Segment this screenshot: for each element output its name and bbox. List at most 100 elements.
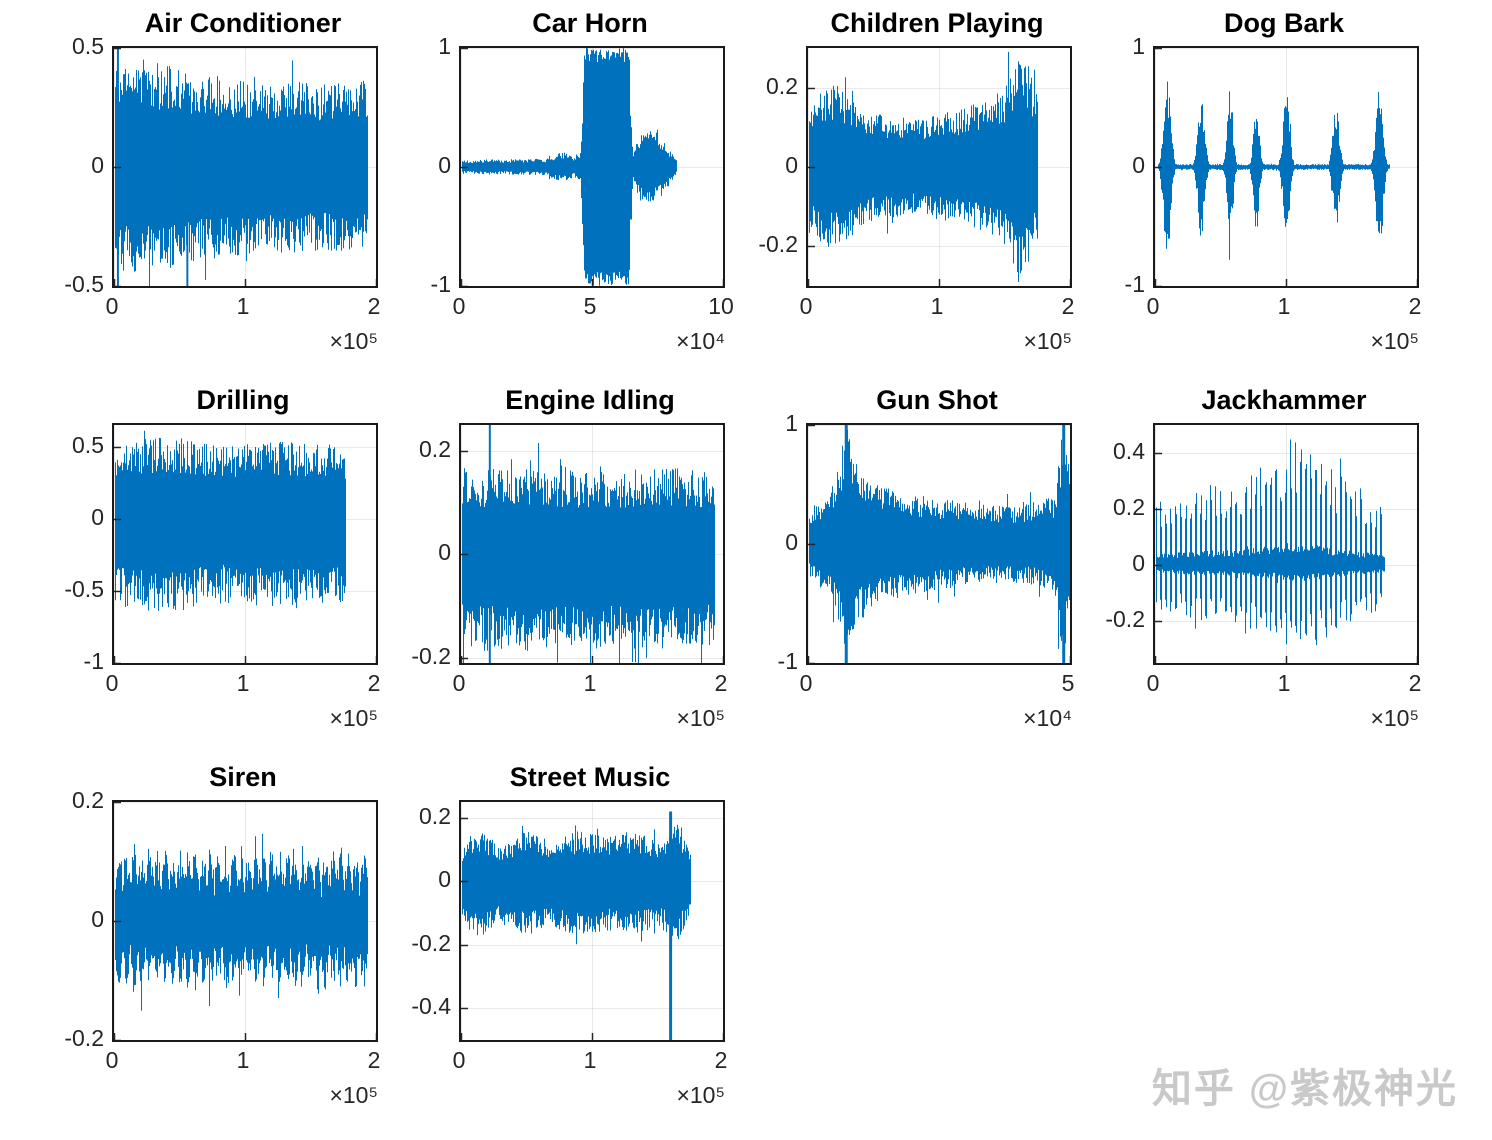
waveform-canvas <box>114 48 376 286</box>
x-tick-label: 0 <box>105 293 119 319</box>
axes-box <box>112 800 378 1042</box>
x-tick-label: 1 <box>236 1047 250 1073</box>
subplot-drilling: Drilling 0.5 0 -0.5 -1 0 1 2 ×10⁵ <box>30 381 380 758</box>
x-tick-label: 1 <box>583 1047 597 1073</box>
waveform-canvas <box>461 48 723 286</box>
y-tick-label: 0 <box>438 539 451 566</box>
axes-box <box>459 423 725 665</box>
y-tick-label: -1 <box>777 648 798 674</box>
y-tick-label: 0.2 <box>1113 494 1145 520</box>
waveform-canvas <box>114 425 376 663</box>
x-tick-label: 2 <box>367 293 381 319</box>
y-tick-label: 1 <box>785 410 798 436</box>
subplot-street-music: Street Music 0.2 0 -0.2 -0.4 0 1 2 ×10⁵ <box>377 758 727 1135</box>
x-tick-label: 1 <box>1277 293 1291 319</box>
subplot-title: Gun Shot <box>876 385 998 415</box>
x-axis-exponent: ×10⁵ <box>676 1082 725 1108</box>
x-tick-label: 2 <box>367 1047 381 1073</box>
axes-box <box>112 423 378 665</box>
x-tick-label: 2 <box>1408 293 1422 319</box>
subplot-dog-bark: Dog Bark 1 0 -1 0 1 2 ×10⁵ <box>1071 4 1422 381</box>
subplot-title: Siren <box>209 762 277 792</box>
axes-box <box>1153 423 1419 665</box>
x-tick-label: 5 <box>583 293 597 319</box>
waveform-canvas <box>1155 425 1417 663</box>
axes-box <box>806 423 1072 665</box>
axes-box <box>1153 46 1419 288</box>
y-tick-label: -0.2 <box>64 1025 104 1051</box>
axes-box <box>459 800 725 1042</box>
y-tick-label: -1 <box>430 271 451 297</box>
y-tick-label: 0 <box>438 152 451 178</box>
subplot-car-horn: Car Horn 1 0 -1 0 5 10 ×10⁴ <box>377 4 734 381</box>
subplot-jackhammer: Jackhammer 0.4 0.2 0 -0.2 0 1 2 ×10⁵ <box>1071 381 1421 758</box>
subplot-title: Dog Bark <box>1223 8 1345 38</box>
waveform-figure-grid: Air Conditioner 0.5 0 -0.5 0 1 2 ×10⁵ Car Horn 1 0… <box>30 4 1492 1140</box>
x-tick-label: 0 <box>105 670 119 696</box>
x-tick-label: 0 <box>1146 670 1160 696</box>
subplot-children-playing: Children Playing 0.2 0 -0.2 0 1 2 ×10⁵ <box>724 4 1074 381</box>
x-tick-label: 10 <box>708 293 734 319</box>
y-tick-label: 0 <box>91 152 104 178</box>
x-tick-label: 0 <box>452 293 466 319</box>
y-tick-label: -0.2 <box>758 231 798 258</box>
subplot-title: Air Conditioner <box>144 8 342 38</box>
x-axis-exponent: ×10⁵ <box>1023 328 1072 354</box>
x-tick-label: 1 <box>236 293 250 319</box>
subplot-title: Street Music <box>509 762 671 792</box>
x-axis-exponent: ×10⁵ <box>1370 328 1419 354</box>
y-tick-label: 0 <box>91 503 104 530</box>
x-tick-label: 2 <box>367 670 381 696</box>
subplot-title: Car Horn <box>532 8 648 38</box>
x-axis-exponent: ×10⁴ <box>1023 705 1072 731</box>
y-tick-label: 0 <box>785 529 798 555</box>
y-tick-label: 0.4 <box>1113 438 1145 464</box>
y-tick-label: 0 <box>438 866 451 893</box>
y-tick-label: -0.4 <box>411 993 451 1020</box>
x-axis-exponent: ×10⁵ <box>329 328 378 354</box>
subplot-title: Jackhammer <box>1201 385 1367 415</box>
x-tick-label: 5 <box>1061 670 1075 696</box>
x-tick-label: 2 <box>1408 670 1422 696</box>
y-tick-label: 0.2 <box>72 787 104 813</box>
x-tick-label: 0 <box>799 670 813 696</box>
y-tick-label: -0.2 <box>411 929 451 956</box>
y-tick-label: 0.2 <box>419 802 451 829</box>
x-tick-label: 2 <box>1061 293 1075 319</box>
x-tick-label: 2 <box>714 670 728 696</box>
waveform-canvas <box>461 425 723 663</box>
x-axis-exponent: ×10⁵ <box>329 705 378 731</box>
y-tick-label: 0 <box>785 152 798 178</box>
x-tick-label: 1 <box>930 293 944 319</box>
subplot-air-conditioner: Air Conditioner 0.5 0 -0.5 0 1 2 ×10⁵ <box>30 4 380 381</box>
subplot-siren: Siren 0.2 0 -0.2 0 1 2 ×10⁵ <box>30 758 380 1135</box>
y-tick-label: 0 <box>1132 152 1145 178</box>
y-tick-label: 0 <box>1132 550 1145 576</box>
watermark: 知乎 @紫极神光 <box>1151 1067 1458 1111</box>
y-tick-label: 0 <box>91 906 104 932</box>
waveform-canvas <box>808 48 1070 286</box>
waveform-canvas <box>461 802 723 1040</box>
y-tick-label: 0.5 <box>72 431 104 458</box>
axes-box <box>459 46 725 288</box>
y-tick-label: -0.5 <box>64 271 104 297</box>
subplot-title: Children Playing <box>830 8 1044 38</box>
x-tick-label: 0 <box>105 1047 119 1073</box>
subplot-engine-idling: Engine Idling 0.2 0 -0.2 0 1 2 ×10⁵ <box>377 381 727 758</box>
subplot-title: Drilling <box>196 385 290 415</box>
x-tick-label: 2 <box>714 1047 728 1073</box>
y-tick-label: 1 <box>1132 33 1145 59</box>
y-tick-label: 0.2 <box>766 72 798 99</box>
axes-box <box>112 46 378 288</box>
x-tick-label: 0 <box>452 670 466 696</box>
y-tick-label: -0.5 <box>64 575 104 602</box>
y-tick-label: -0.2 <box>1105 606 1145 632</box>
x-tick-label: 0 <box>1146 293 1160 319</box>
subplot-gun-shot: Gun Shot 1 0 -1 0 5 ×10⁴ <box>724 381 1075 758</box>
y-tick-label: 0.2 <box>419 435 451 462</box>
x-axis-exponent: ×10⁵ <box>676 705 725 731</box>
waveform-canvas <box>114 802 376 1040</box>
x-axis-exponent: ×10⁵ <box>329 1082 378 1108</box>
x-axis-exponent: ×10⁴ <box>676 328 725 354</box>
x-tick-label: 1 <box>583 670 597 696</box>
